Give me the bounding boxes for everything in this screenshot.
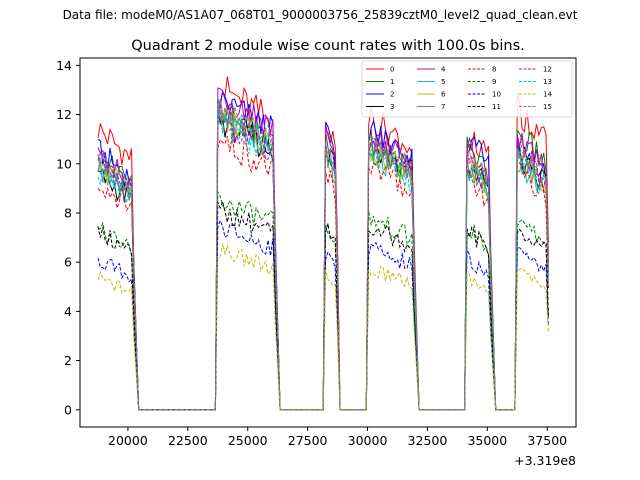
x-offset-label: +3.319e8 — [514, 453, 576, 468]
x-tick-label: 27500 — [288, 433, 328, 448]
data-file-caption: Data file: modeM0/AS1A07_068T01_90000037… — [62, 8, 578, 22]
series-line-15 — [97, 95, 549, 411]
x-tick-label: 20000 — [108, 433, 148, 448]
legend-label-1: 1 — [390, 78, 394, 86]
x-tick-label: 25000 — [228, 433, 268, 448]
y-tick-label: 4 — [64, 304, 72, 319]
legend-label-14: 14 — [543, 91, 552, 99]
x-tick-label: 32500 — [408, 433, 448, 448]
x-tick-label: 35000 — [467, 433, 507, 448]
legend-label-7: 7 — [441, 103, 445, 111]
y-tick-label: 10 — [56, 156, 72, 171]
x-tick-label: 37500 — [527, 433, 567, 448]
legend-label-9: 9 — [492, 78, 496, 86]
legend-label-5: 5 — [441, 78, 445, 86]
legend-label-8: 8 — [492, 66, 496, 74]
legend-label-3: 3 — [390, 103, 394, 111]
legend-label-6: 6 — [441, 91, 446, 99]
y-tick-label: 6 — [64, 255, 72, 270]
legend-box — [361, 60, 573, 118]
y-tick-label: 2 — [64, 353, 72, 368]
legend-label-13: 13 — [543, 78, 552, 86]
plot-area — [97, 76, 549, 411]
legend-label-11: 11 — [492, 103, 501, 111]
legend-label-0: 0 — [390, 66, 394, 74]
axes-frame — [79, 57, 577, 428]
legend-label-15: 15 — [543, 103, 552, 111]
x-tick-label: 30000 — [348, 433, 388, 448]
legend-label-12: 12 — [543, 66, 552, 74]
y-tick-label: 12 — [56, 107, 72, 122]
legend-label-2: 2 — [390, 91, 394, 99]
legend-label-4: 4 — [441, 66, 446, 74]
y-tick-label: 14 — [56, 58, 72, 73]
y-tick-label: 0 — [64, 402, 72, 417]
y-tick-label: 8 — [64, 205, 72, 220]
series-line-14 — [97, 243, 549, 411]
x-tick-label: 22500 — [168, 433, 208, 448]
chart-title: Quadrant 2 module wise count rates with … — [131, 38, 525, 54]
legend-label-10: 10 — [492, 91, 501, 99]
